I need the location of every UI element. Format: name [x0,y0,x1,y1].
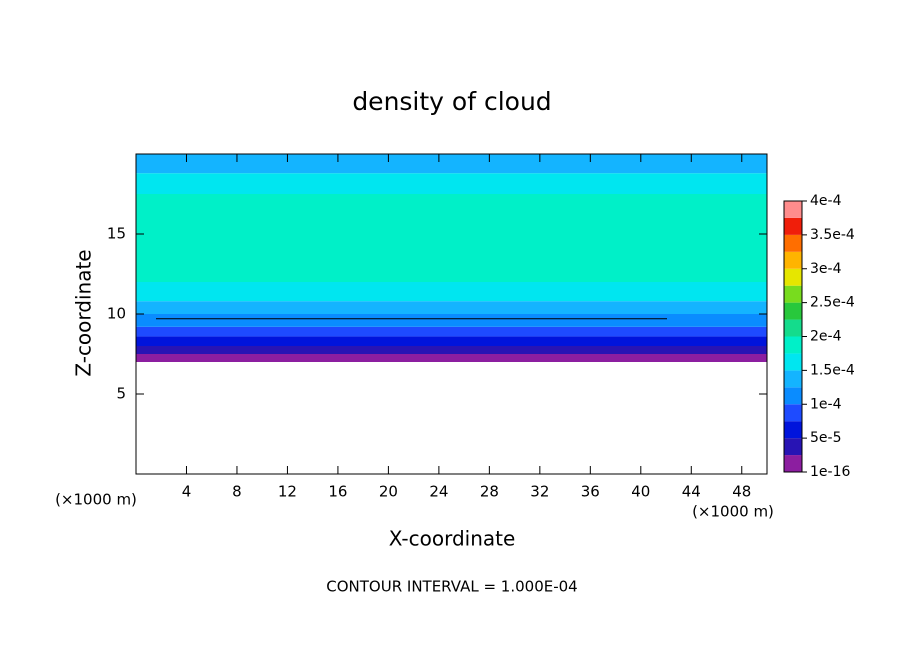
colorbar-swatch [784,319,802,337]
colorbar-tick-label: 2e-4 [810,329,842,345]
field-band [136,194,767,282]
field-band [136,326,767,337]
colorbar-swatch [784,455,802,472]
y-tick-label: 10 [107,305,126,323]
colorbar-tick-label: 1e-16 [810,464,850,480]
x-unit-label: (×1000 m) [692,503,774,521]
field-band [136,354,767,362]
field-band [136,336,767,346]
field-band [136,154,767,174]
y-axis-label: Z-coordinate [72,249,96,376]
colorbar-swatch [784,421,802,439]
x-tick-label: 36 [581,483,600,501]
y-tick-label: 15 [107,225,126,243]
colorbar-swatch [784,285,802,303]
field-band [136,314,767,327]
colorbar-swatch [784,234,802,252]
field-band [136,346,767,354]
colorbar-tick-label: 3e-4 [810,261,842,277]
colorbar-swatch [784,302,802,320]
colorbar-swatch [784,438,802,456]
colorbar-swatch [784,201,802,218]
colorbar-swatch [784,251,802,269]
colorbar-tick-label: 2.5e-4 [810,295,855,311]
x-unit-label: (×1000 m) [55,491,137,509]
colorbar-swatch [784,217,802,235]
colorbar-swatch [784,370,802,388]
x-tick-label: 48 [732,483,751,501]
colorbar-tick-label: 1.5e-4 [810,362,855,378]
y-tick-label: 5 [116,385,126,403]
x-tick-label: 32 [530,483,549,501]
x-tick-label: 28 [480,483,499,501]
field-band [136,282,767,302]
colorbar-swatch [784,268,802,286]
colorbar-tick-label: 4e-4 [810,193,842,209]
x-axis-label: X-coordinate [389,527,516,551]
colorbar-swatch [784,387,802,405]
colorbar-swatch [784,336,802,354]
x-tick-label: 16 [328,483,347,501]
colorbar-tick-label: 5e-5 [810,430,841,446]
field-band [136,173,767,194]
field-band [136,301,767,314]
colorbar-swatch [784,353,802,371]
x-tick-label: 40 [631,483,650,501]
x-tick-label: 12 [278,483,297,501]
colorbar-tick-label: 3.5e-4 [810,227,855,243]
x-tick-label: 4 [182,483,192,501]
x-tick-label: 20 [379,483,398,501]
x-tick-label: 24 [429,483,448,501]
x-tick-label: 8 [232,483,242,501]
chart-title: density of cloud [352,87,551,116]
x-tick-label: 44 [682,483,701,501]
contour-note: CONTOUR INTERVAL = 1.000E-04 [326,578,577,596]
colorbar-swatch [784,404,802,422]
colorbar-tick-label: 1e-4 [810,396,842,412]
